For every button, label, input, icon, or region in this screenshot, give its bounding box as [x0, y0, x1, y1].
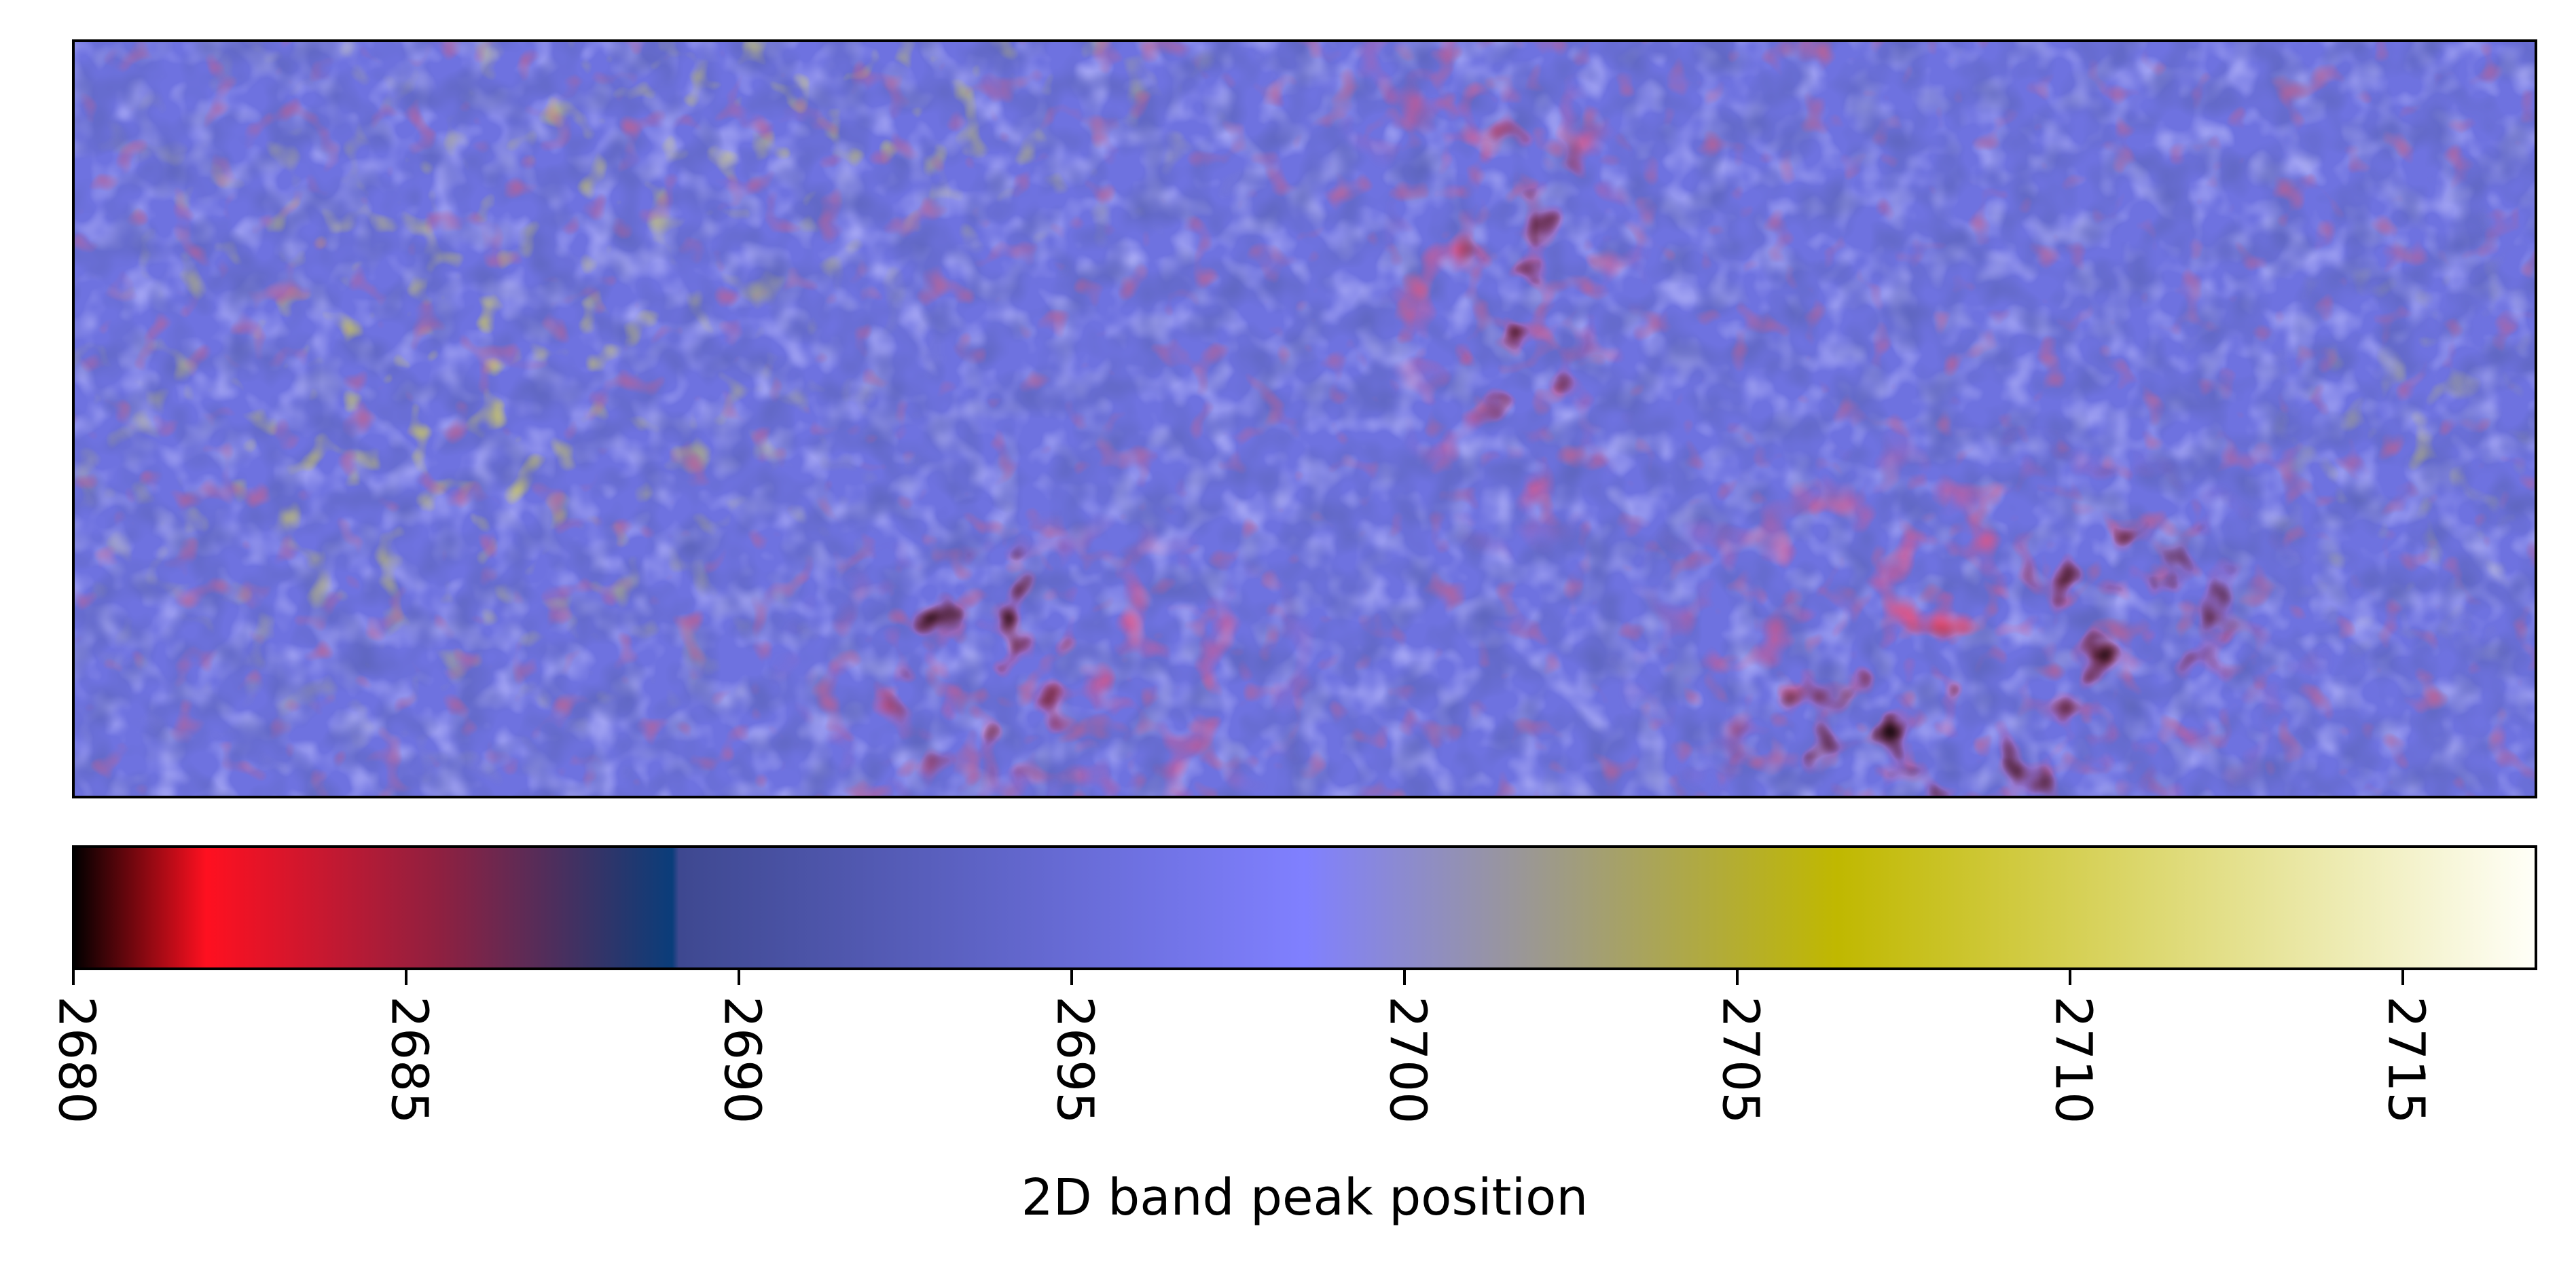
colorbar-tick-label: 2680	[47, 996, 105, 1124]
colorbar-gradient	[73, 847, 2536, 969]
colorbar-tick-label: 2695	[1045, 996, 1104, 1124]
colorbar-frame	[72, 845, 2537, 970]
colorbar-tick-label: 2700	[1378, 996, 1436, 1124]
colorbar: 2680 2685 2690 2695 2700 2705 2710 2715 2D band…	[47, 845, 2537, 1227]
colorbar-tick-label: 2690	[712, 996, 771, 1124]
colorbar-tick-label: 2715	[2376, 996, 2435, 1124]
colorbar-label: 2D band peak position	[1021, 1168, 1589, 1227]
colorbar-tick-label: 2710	[2044, 996, 2102, 1124]
heatmap-frame	[72, 39, 2537, 798]
heatmap-lowest-region	[73, 41, 2536, 797]
heatmap-image	[73, 41, 2536, 797]
colorbar-tick-label: 2685	[380, 996, 438, 1124]
colorbar-ticks: 2680 2685 2690 2695 2700 2705 2710 2715	[47, 969, 2435, 1124]
colorbar-tick-label: 2705	[1711, 996, 1769, 1124]
